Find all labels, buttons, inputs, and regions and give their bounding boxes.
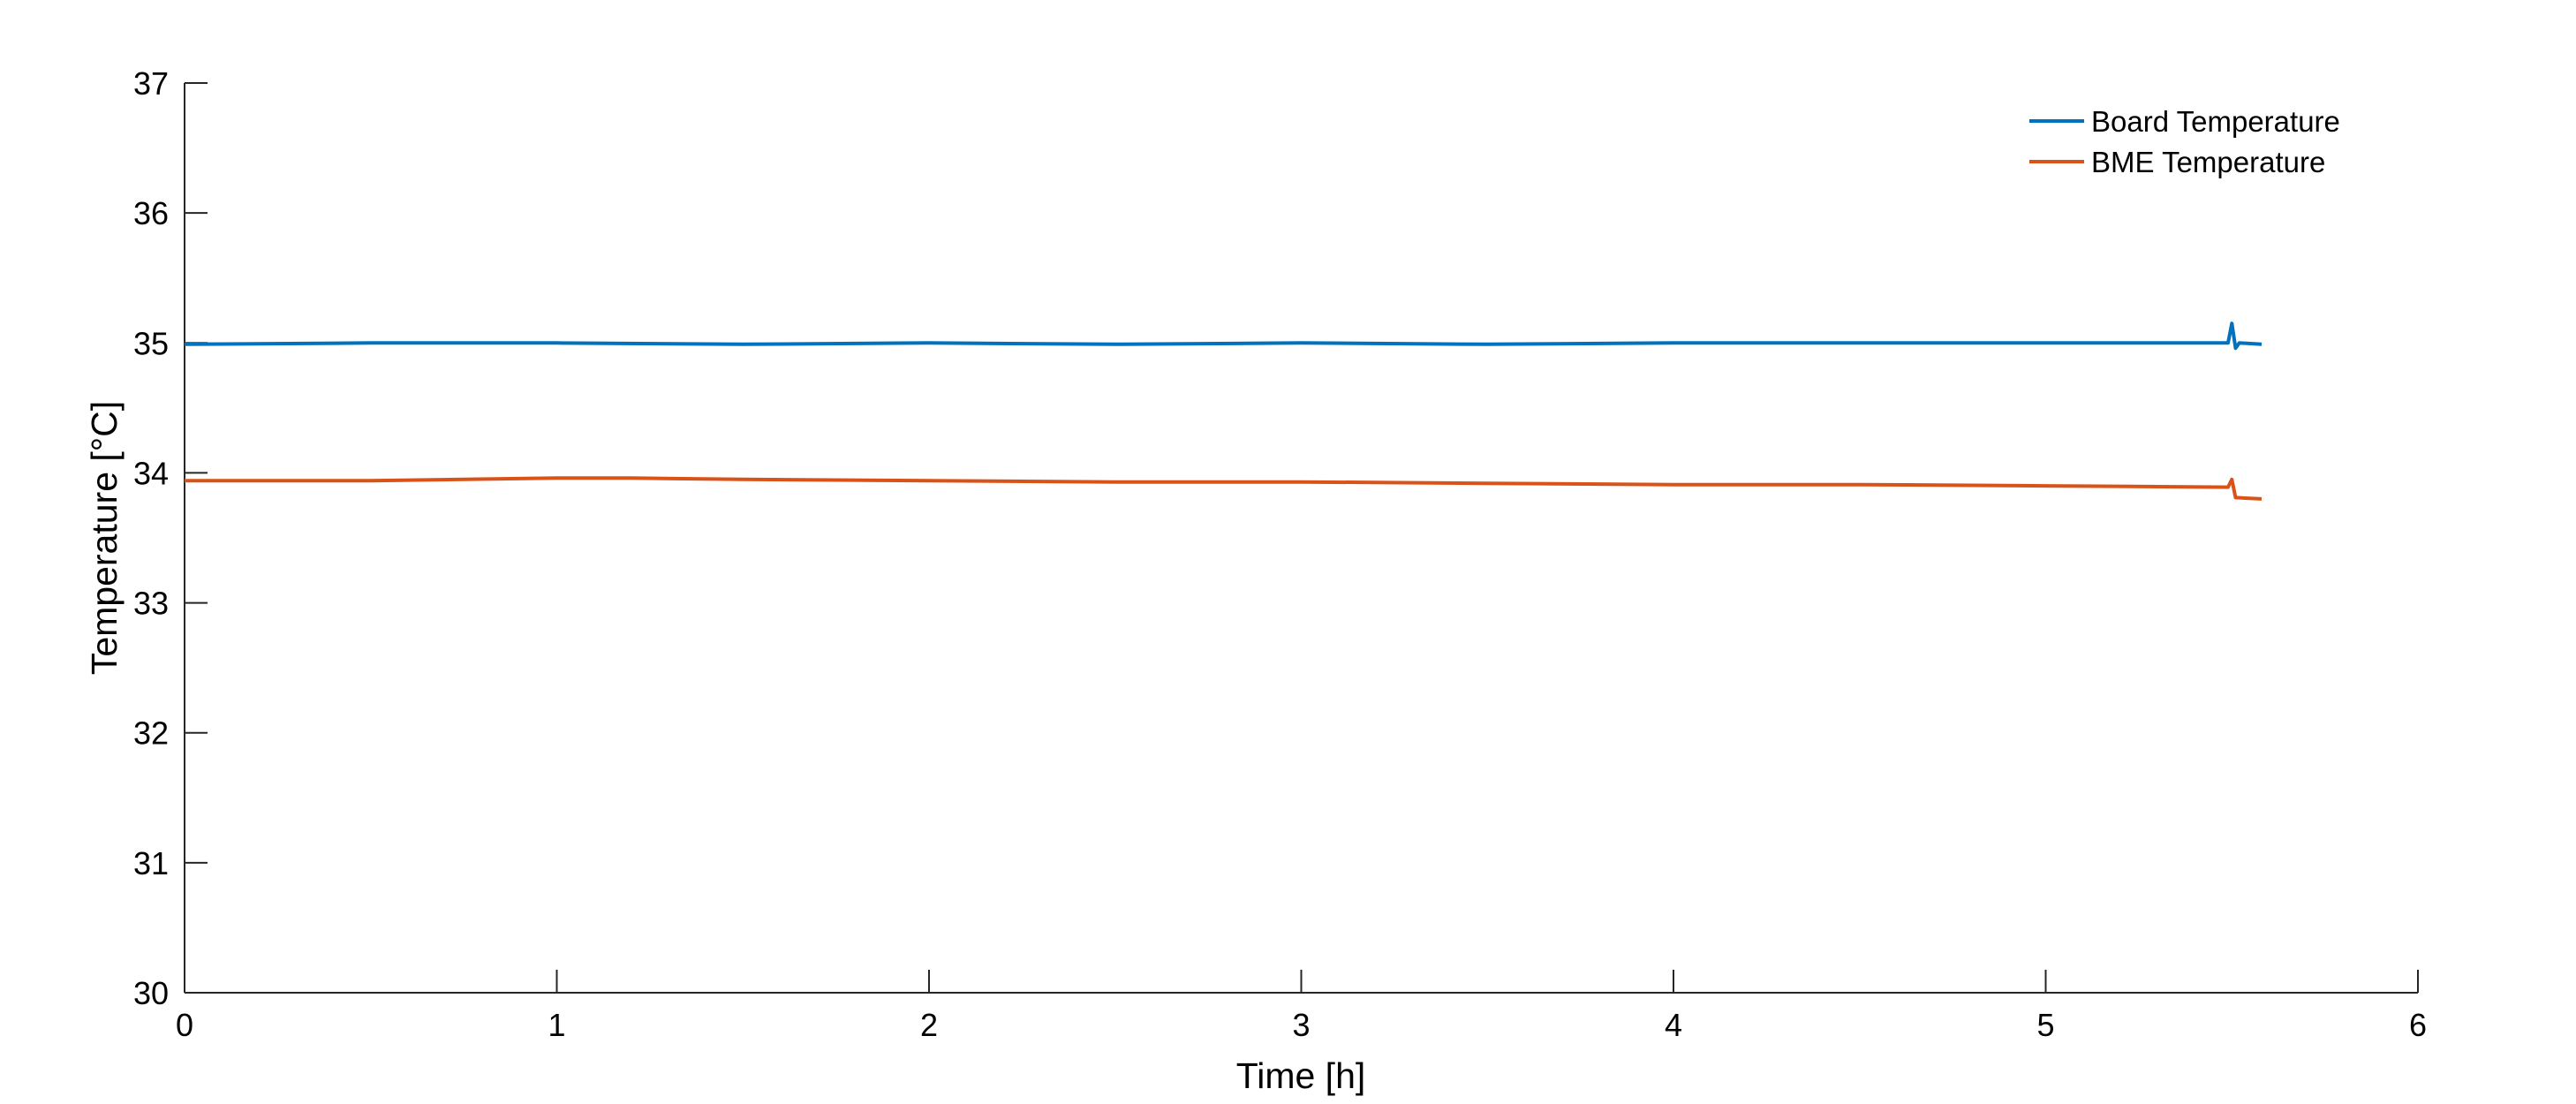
y-tick-label: 36: [133, 195, 169, 231]
y-tick-label: 30: [133, 975, 169, 1011]
x-tick-label: 6: [2409, 1007, 2427, 1043]
x-tick-label: 1: [548, 1007, 565, 1043]
y-tick-label: 31: [133, 845, 169, 881]
y-tick-label: 35: [133, 325, 169, 361]
x-tick-label: 3: [1292, 1007, 1310, 1043]
y-tick-label: 32: [133, 715, 169, 752]
x-tick-label: 5: [2036, 1007, 2054, 1043]
plot-area: [184, 83, 2418, 994]
x-tick-label: 0: [176, 1007, 193, 1043]
x-tick-label: 2: [920, 1007, 938, 1043]
series-layer: [184, 321, 2262, 501]
y-ticks: 30 31 32 33 34 35 36 37: [133, 65, 208, 1011]
legend-label: Board Temperature: [2091, 105, 2340, 138]
legend-label: BME Temperature: [2091, 146, 2325, 178]
x-axis-title: Time [h]: [1236, 1055, 1366, 1096]
y-tick-label: 34: [133, 455, 169, 491]
series-line-1: [184, 321, 2262, 351]
y-tick-label: 37: [133, 65, 169, 102]
y-axis-title: Temperature [°C]: [84, 401, 125, 675]
x-tick-label: 4: [1665, 1007, 1682, 1043]
y-tick-label: 33: [133, 586, 169, 622]
legend: Board Temperature BME Temperature: [2029, 105, 2340, 178]
series-line-2: [185, 476, 2262, 501]
x-ticks: 0 1 2 3 4 5 6: [176, 970, 2427, 1043]
